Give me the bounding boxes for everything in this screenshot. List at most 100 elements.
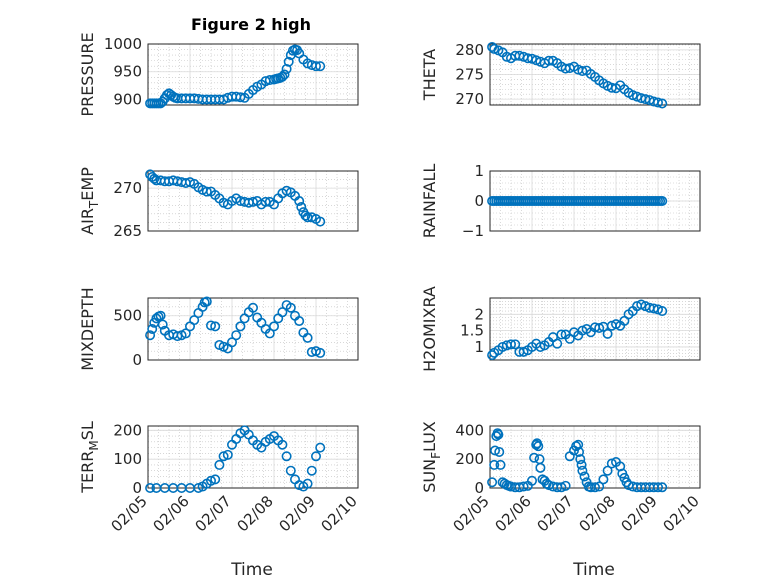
y-tick-label: 1 <box>474 162 484 180</box>
data-point <box>552 338 563 349</box>
data-point <box>277 439 288 450</box>
data-point <box>302 478 313 489</box>
data-point <box>285 465 296 476</box>
data-point <box>306 465 317 476</box>
data-point <box>510 339 521 350</box>
data-point <box>652 482 663 493</box>
data-point <box>161 90 172 101</box>
data-point <box>145 330 156 341</box>
axis-frame <box>489 297 701 361</box>
data-point <box>573 439 584 450</box>
data-point <box>147 323 158 334</box>
x-tick-label: 02/09 <box>276 492 319 535</box>
y-axis-label: H2OMIXRA <box>420 286 439 372</box>
data-point <box>487 350 498 361</box>
data-point <box>285 302 296 313</box>
y-tick-label: −1 <box>462 222 484 240</box>
data-point <box>579 471 590 482</box>
data-point <box>627 90 638 101</box>
y-tick-label: 270 <box>455 90 484 108</box>
data-point <box>310 61 321 72</box>
data-point <box>180 328 191 339</box>
data-point <box>145 482 156 493</box>
data-point <box>222 449 233 460</box>
data-point <box>493 429 504 440</box>
data-point <box>526 53 537 64</box>
data-point <box>576 459 587 470</box>
data-point <box>206 475 217 486</box>
x-tick-label: 02/06 <box>492 492 535 535</box>
data-point <box>556 482 567 493</box>
subplot-theta: 270 275 280 THETA <box>420 41 701 109</box>
y-tick-label: 0 <box>474 192 484 210</box>
figure-title: Figure 2 high <box>191 15 311 34</box>
axis-frame <box>147 425 359 489</box>
data-point <box>594 481 605 492</box>
subplot-sun-flux: 0 200 400 SUNFLUX 02/0502/0602/0702/0802/090… <box>420 421 703 535</box>
data-point <box>189 315 200 326</box>
y-tick-label: 200 <box>113 421 142 439</box>
y-tick-label: 1.5 <box>460 322 484 340</box>
x-tick-label: 02/07 <box>192 492 235 535</box>
data-point <box>518 481 529 492</box>
subplot-mixdepth: 0 500 MIXDEPTH <box>78 287 359 371</box>
data-point <box>533 441 544 452</box>
data-point <box>235 92 246 103</box>
data-point <box>571 441 582 452</box>
y-tick-label: 0 <box>474 479 484 497</box>
y-axis-label: THETA <box>420 49 439 101</box>
y-tick-label: 950 <box>113 63 142 81</box>
data-point <box>541 478 552 489</box>
data-point <box>281 451 292 462</box>
data-point <box>248 302 259 313</box>
data-point <box>315 216 326 227</box>
x-tick-label: 02/08 <box>576 492 619 535</box>
data-point <box>594 323 605 334</box>
data-point <box>231 330 242 341</box>
data-point <box>300 210 311 221</box>
y-tick-label: 200 <box>455 450 484 468</box>
x-axis-label-right: Time <box>572 560 615 580</box>
y-tick-label: 275 <box>455 66 484 84</box>
data-point <box>652 97 663 108</box>
data-point <box>577 66 588 77</box>
data-point <box>310 451 321 462</box>
data-point <box>589 482 600 493</box>
data-point <box>657 482 668 493</box>
data-point <box>193 482 204 493</box>
data-point <box>535 462 546 473</box>
data-point <box>315 347 326 358</box>
data-point <box>294 316 305 327</box>
data-point <box>606 458 617 469</box>
y-axis-label: TERRMSL <box>78 421 101 494</box>
data-point <box>277 71 288 82</box>
data-point <box>556 329 567 340</box>
data-point <box>302 332 313 343</box>
x-axis-label-left: Time <box>230 560 273 580</box>
y-tick-label: 270 <box>113 179 142 197</box>
y-tick-label: 0 <box>132 351 142 369</box>
data-point <box>296 202 307 213</box>
data-point <box>157 319 168 330</box>
x-tick-label: 02/06 <box>150 492 193 535</box>
axis-frame <box>147 43 359 106</box>
y-tick-label: 1 <box>474 338 484 356</box>
y-tick-label: 400 <box>455 421 484 439</box>
data-point <box>526 475 537 486</box>
data-point <box>149 173 160 184</box>
data-point <box>201 186 212 197</box>
data-point <box>657 196 668 207</box>
data-point <box>560 480 571 491</box>
subplot-rainfall: −1 0 1 RAINFALL <box>420 162 701 240</box>
x-tick-label: 02/08 <box>234 492 277 535</box>
y-axis-label: MIXDEPTH <box>78 287 97 370</box>
data-point <box>218 451 229 462</box>
data-point <box>487 477 498 488</box>
subplot-terr-msl: 0 100 200 TERRMSL 02/0502/0602/0702/0802/090… <box>78 421 361 535</box>
data-point <box>227 337 238 348</box>
y-axis-label: PRESSURE <box>78 32 97 116</box>
data-point <box>494 446 505 457</box>
y-tick-label: 500 <box>113 307 142 325</box>
